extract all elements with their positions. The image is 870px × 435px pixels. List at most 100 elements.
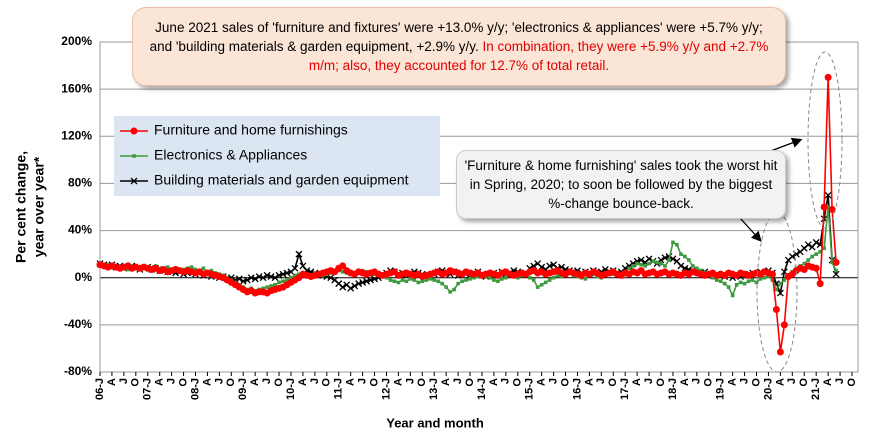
data-point: [810, 254, 815, 259]
data-point: [820, 203, 828, 211]
data-point: [639, 262, 643, 267]
data-point: [551, 275, 556, 280]
data-point: [637, 256, 645, 264]
y-tick-label: 40%: [68, 223, 92, 237]
data-point: [583, 277, 588, 281]
data-point: [758, 277, 763, 281]
data-point: [742, 281, 747, 286]
data-point: [683, 254, 687, 259]
x-tick-label: 17-J: [619, 378, 631, 400]
data-point: [559, 274, 564, 279]
data-point: [281, 279, 285, 284]
x-tick-label: 16-J: [571, 378, 583, 400]
data-point: [265, 285, 269, 289]
data-point: [488, 275, 492, 280]
data-point: [750, 278, 755, 282]
y-tick-label: 200%: [61, 34, 92, 48]
x-tick-label: O: [703, 378, 715, 387]
data-point: [193, 267, 198, 272]
data-point: [824, 191, 832, 199]
data-point: [289, 275, 293, 280]
x-tick-label: 12-J: [380, 378, 392, 400]
data-point: [687, 258, 691, 262]
x-tick-label: J: [404, 378, 416, 384]
x-tick-label: J: [786, 378, 798, 384]
data-point: [695, 266, 699, 271]
x-tick-label: A: [488, 378, 500, 386]
y-tick-label: 120%: [61, 128, 92, 142]
data-point: [830, 260, 834, 265]
data-point: [496, 279, 500, 284]
data-point: [595, 274, 600, 279]
data-point: [816, 280, 824, 288]
data-point: [340, 270, 345, 274]
data-point: [448, 290, 452, 294]
data-point: [472, 275, 476, 280]
data-point: [416, 280, 421, 285]
data-point: [659, 261, 663, 266]
data-point: [778, 281, 783, 286]
x-tick-label: O: [559, 378, 571, 387]
x-tick-label: A: [822, 378, 834, 386]
data-point: [710, 275, 715, 280]
data-point: [657, 256, 665, 264]
data-point: [412, 278, 417, 282]
y-tick-label: 160%: [61, 81, 92, 95]
x-tick-label: 19-J: [715, 378, 727, 400]
data-point: [643, 264, 647, 268]
data-point: [388, 278, 393, 282]
x-tick-label: J: [357, 378, 369, 384]
data-point: [351, 282, 359, 290]
legend-marker: [130, 127, 138, 135]
data-point: [671, 240, 675, 245]
data-point: [754, 280, 759, 285]
y-tick-label: -80%: [64, 364, 92, 378]
x-tick-label: A: [154, 378, 166, 386]
y-tick-label: 80%: [68, 176, 92, 190]
x-tick-label: O: [225, 378, 237, 387]
data-point: [776, 348, 784, 356]
data-point: [776, 289, 784, 297]
data-point: [239, 277, 247, 285]
data-point: [126, 267, 130, 272]
x-tick-label: A: [297, 378, 309, 386]
data-point: [768, 270, 776, 278]
x-tick-label: O: [512, 378, 524, 387]
legend-label: Electronics & Appliances: [154, 147, 307, 163]
x-tick-label: A: [440, 378, 452, 386]
x-tick-label: 18-J: [667, 378, 679, 400]
data-point: [515, 275, 520, 280]
data-point: [468, 277, 472, 281]
x-tick-label: A: [774, 378, 786, 386]
x-tick-label: 09-J: [237, 378, 249, 400]
data-point: [339, 262, 347, 270]
data-point: [201, 266, 206, 271]
x-tick-label: 08-J: [189, 378, 201, 400]
data-point: [436, 279, 441, 284]
data-point: [631, 264, 635, 268]
data-point: [772, 306, 780, 314]
x-tick-label: J: [118, 378, 130, 384]
data-point: [404, 279, 409, 284]
data-point: [812, 238, 820, 246]
x-tick-label: O: [607, 378, 619, 387]
data-point: [255, 273, 263, 280]
data-point: [492, 278, 496, 282]
data-point: [746, 279, 751, 284]
data-point: [396, 280, 401, 285]
data-point: [661, 254, 669, 262]
data-point: [543, 280, 548, 285]
x-tick-label: A: [345, 378, 357, 386]
y-tick-label: -40%: [64, 317, 92, 331]
data-point: [633, 257, 641, 265]
series-group: [96, 73, 840, 356]
y-axis-label: Per cent change,: [13, 151, 29, 263]
data-point: [500, 277, 504, 281]
x-tick-label: A: [679, 378, 691, 386]
data-point: [774, 287, 779, 292]
legend-box: [114, 116, 440, 196]
data-point: [355, 280, 363, 288]
x-tick-label: A: [631, 378, 643, 386]
arrow: [739, 217, 762, 242]
